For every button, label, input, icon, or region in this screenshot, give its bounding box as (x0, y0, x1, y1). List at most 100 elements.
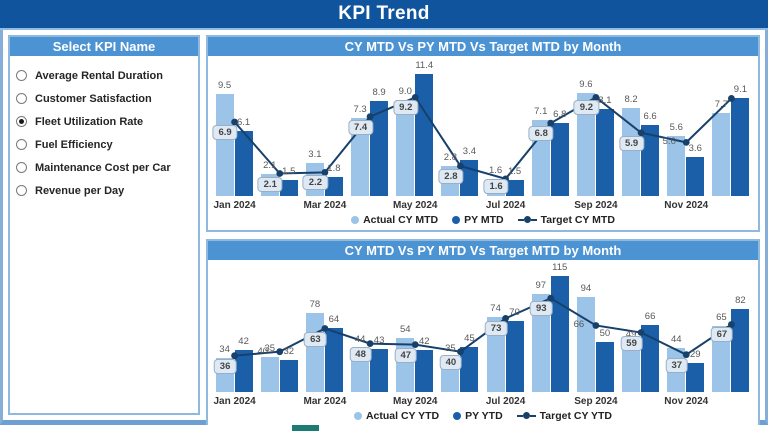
bar-py-jan-2024[interactable] (234, 349, 253, 392)
radio-icon[interactable] (16, 139, 27, 150)
bar-py-oct-2024[interactable] (641, 125, 660, 196)
bar-py-jul-2024[interactable] (505, 179, 524, 196)
bar-py-mar-2024[interactable] (324, 176, 343, 196)
target-dot-may-2024[interactable] (411, 93, 419, 101)
bar-py-sep-2024[interactable] (595, 341, 614, 392)
kpi-option-maintenance-cost-per-car[interactable]: Maintenance Cost per Car (16, 156, 192, 179)
kpi-option-label: Revenue per Day (35, 184, 125, 197)
target-dot-dec-2024[interactable] (728, 95, 735, 102)
value-label: 35 (445, 342, 456, 354)
legend-label: Target CY MTD (540, 213, 615, 226)
bar-py-mar-2024[interactable] (324, 327, 343, 392)
kpi-option-label: Maintenance Cost per Car (35, 161, 171, 174)
page-title: KPI Trend (338, 3, 430, 24)
value-label: 34 (219, 343, 230, 355)
target-dot-nov-2024[interactable] (682, 139, 690, 146)
bar-py-may-2024[interactable] (415, 349, 434, 392)
target-dot-nov-2024[interactable] (682, 351, 690, 359)
radio-icon[interactable] (16, 93, 27, 104)
target-label: 1.6 (483, 179, 509, 194)
value-label: 11.4 (415, 59, 434, 71)
bar-actual-sep-2024[interactable] (576, 297, 595, 392)
radio-icon[interactable] (16, 162, 27, 173)
bar-actual-feb-2024[interactable] (260, 356, 279, 392)
legend-item-py-ytd[interactable]: PY YTD (453, 410, 503, 422)
target-dot-jul-2024[interactable] (502, 315, 509, 322)
target-dot-sep-2024[interactable] (592, 322, 600, 329)
bar-actual-aug-2024[interactable] (531, 294, 550, 392)
bar-actual-dec-2024[interactable] (712, 326, 731, 392)
value-label: 42 (238, 335, 249, 347)
bar-py-jul-2024[interactable] (505, 321, 524, 392)
target-dot-jan-2024[interactable] (231, 352, 238, 360)
kpi-option-fleet-utilization-rate[interactable]: Fleet Utilization Rate (16, 110, 192, 133)
bar-py-feb-2024[interactable] (279, 179, 298, 196)
target-label: 93 (529, 301, 553, 317)
legend-item-target-cy-mtd[interactable]: Target CY MTD (517, 213, 615, 226)
value-label: 82 (735, 295, 746, 307)
legend-item-py-mtd[interactable]: PY MTD (452, 214, 504, 226)
kpi-option-average-rental-duration[interactable]: Average Rental Duration (16, 64, 192, 87)
target-dot-jun-2024[interactable] (457, 348, 464, 356)
legend-item-target-cy-ytd[interactable]: Target CY YTD (516, 410, 612, 422)
axis-label-mar-2024: Mar 2024 (303, 396, 347, 407)
bar-actual-nov-2024[interactable] (667, 135, 686, 196)
bar-py-jun-2024[interactable] (460, 346, 479, 392)
kpi-option-fuel-efficiency[interactable]: Fuel Efficiency (16, 133, 192, 156)
target-dot-sep-2024[interactable] (592, 93, 600, 101)
bar-py-dec-2024[interactable] (731, 98, 750, 196)
bar-actual-dec-2024[interactable] (712, 113, 731, 196)
dashboard-title-bar: KPI Trend (0, 0, 768, 30)
target-dot-mar-2024[interactable] (321, 325, 329, 332)
axis-label-jan-2024: Jan 2024 (213, 396, 256, 407)
bar-py-dec-2024[interactable] (731, 309, 750, 392)
target-dot-may-2024[interactable] (411, 341, 419, 349)
target-dot-apr-2024[interactable] (366, 340, 374, 348)
value-label: 1.5 (282, 165, 296, 177)
target-label: 5.0 (662, 136, 676, 148)
target-dot-feb-2024[interactable] (276, 348, 284, 356)
bar-actual-oct-2024[interactable] (622, 108, 641, 196)
bar-py-jun-2024[interactable] (460, 159, 479, 196)
target-dot-dec-2024[interactable] (728, 321, 735, 328)
target-dot-aug-2024[interactable] (547, 119, 555, 127)
radio-icon[interactable] (16, 185, 27, 196)
bar-py-apr-2024[interactable] (370, 100, 389, 196)
bar-py-feb-2024[interactable] (279, 359, 298, 392)
bar-actual-apr-2024[interactable] (351, 117, 370, 196)
target-dot-jun-2024[interactable] (457, 162, 464, 170)
target-label: 73 (484, 321, 508, 337)
chart-title-ytd: CY MTD Vs PY MTD Vs Target MTD by Month (208, 241, 758, 260)
target-dot-oct-2024[interactable] (637, 129, 645, 137)
legend-item-actual-cy-ytd[interactable]: Actual CY YTD (353, 410, 439, 422)
target-dot-mar-2024[interactable] (321, 169, 329, 176)
bar-py-nov-2024[interactable] (686, 362, 705, 392)
bar-py-sep-2024[interactable] (595, 109, 614, 196)
bar-py-aug-2024[interactable] (550, 276, 569, 392)
legend-label: Actual CY MTD (363, 213, 439, 226)
ytd-chart-legend: Actual CY YTD PY YTD Target CY YTD (208, 407, 758, 424)
radio-selected-icon[interactable] (16, 116, 27, 127)
legend-item-actual-cy-mtd[interactable]: Actual CY MTD (351, 214, 438, 226)
target-dot-jan-2024[interactable] (231, 118, 238, 126)
bar-actual-jan-2024[interactable] (215, 94, 234, 196)
target-dot-feb-2024[interactable] (276, 170, 284, 177)
bar-py-oct-2024[interactable] (641, 325, 660, 392)
axis-label-nov-2024: Nov 2024 (664, 396, 709, 407)
target-dot-apr-2024[interactable] (366, 113, 374, 121)
bar-py-nov-2024[interactable] (686, 157, 705, 196)
value-label: 7.1 (534, 105, 548, 117)
target-dot-oct-2024[interactable] (637, 329, 645, 336)
bar-actual-may-2024[interactable] (396, 99, 415, 196)
target-dot-aug-2024[interactable] (547, 294, 555, 302)
bar-py-apr-2024[interactable] (370, 348, 389, 392)
radio-icon[interactable] (16, 70, 27, 81)
value-label: 3.1 (308, 148, 322, 160)
bar-actual-sep-2024[interactable] (576, 93, 595, 196)
kpi-option-customer-satisfaction[interactable]: Customer Satisfaction (16, 87, 192, 110)
bar-py-jan-2024[interactable] (234, 130, 253, 196)
value-label: 49 (625, 328, 637, 340)
kpi-option-revenue-per-day[interactable]: Revenue per Day (16, 179, 192, 202)
bar-actual-oct-2024[interactable] (622, 342, 641, 392)
bar-py-aug-2024[interactable] (550, 123, 569, 196)
